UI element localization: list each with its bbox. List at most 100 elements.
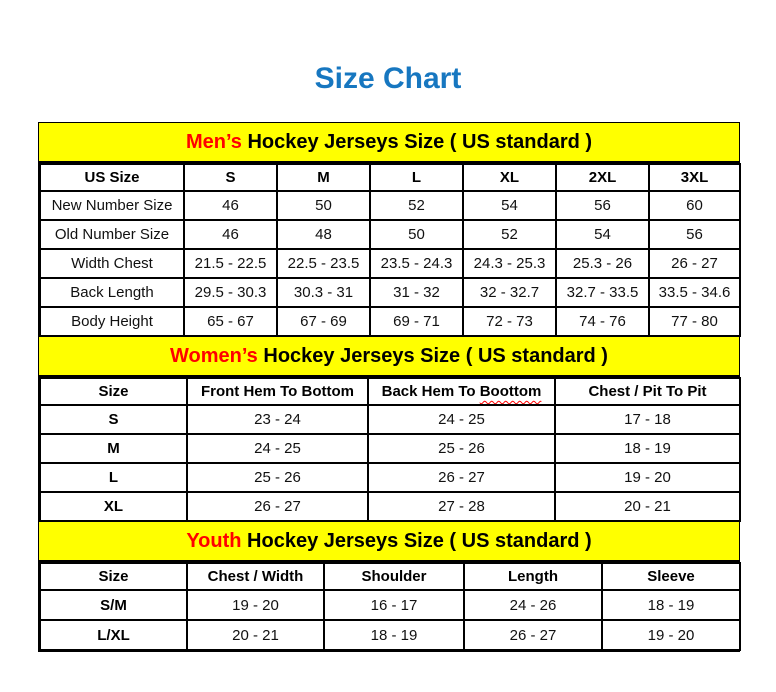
row-label: S/M — [39, 589, 188, 621]
table-row: S/M 19 - 20 16 - 17 24 - 26 18 - 19 — [39, 589, 741, 621]
row-label: Width Chest — [39, 248, 185, 279]
womens-section-title-prefix: Women’s — [170, 345, 258, 367]
table-cell: 25 - 26 — [186, 462, 369, 493]
table-cell: 50 — [276, 190, 371, 221]
table-cell: 32 - 32.7 — [462, 277, 557, 308]
table-cell: 25 - 26 — [367, 433, 556, 464]
youth-size-table: Size Chest / Width Shoulder Length Sleeve S/M… — [39, 562, 741, 651]
table-cell: 20 - 21 — [186, 619, 325, 651]
table-cell: 27 - 28 — [367, 491, 556, 522]
row-label: Back Length — [39, 277, 185, 308]
table-cell: 56 — [555, 190, 650, 221]
womens-size-table: Size Front Hem To Bottom Back Hem To Boott… — [39, 377, 741, 522]
column-header: Sleeve — [601, 562, 741, 591]
table-cell: 24 - 26 — [463, 589, 603, 621]
column-header: S — [183, 163, 278, 192]
table-cell: 52 — [462, 219, 557, 250]
table-row: L/XL 20 - 21 18 - 19 26 - 27 19 - 20 — [39, 619, 741, 651]
column-header: US Size — [39, 163, 185, 192]
table-cell: 54 — [555, 219, 650, 250]
header-row: Size Chest / Width Shoulder Length Sleeve — [39, 562, 741, 591]
table-cell: 19 - 20 — [601, 619, 741, 651]
row-label: M — [39, 433, 188, 464]
womens-section: Women’s Hockey Jerseys Size ( US standar… — [39, 337, 741, 522]
column-header: L — [369, 163, 464, 192]
table-row: New Number Size 46 50 52 54 56 60 — [39, 190, 741, 221]
table-cell: 56 — [648, 219, 741, 250]
table-cell: 21.5 - 22.5 — [183, 248, 278, 279]
youth-section-banner: Youth Hockey Jerseys Size ( US standard … — [39, 522, 739, 562]
row-label: XL — [39, 491, 188, 522]
table-cell: 16 - 17 — [323, 589, 465, 621]
mens-size-table: US Size S M L XL 2XL 3XL New Number Size 46 50 52 5… — [39, 163, 741, 337]
size-chart: Men’s Hockey Jerseys Size ( US standard … — [38, 122, 741, 652]
youth-section-title-rest: Hockey Jerseys Size ( US standard ) — [241, 530, 592, 552]
row-label: S — [39, 404, 188, 435]
table-row: Width Chest 21.5 - 22.5 22.5 - 23.5 23.5 - … — [39, 248, 741, 279]
column-header: 2XL — [555, 163, 650, 192]
table-cell: 30.3 - 31 — [276, 277, 371, 308]
page-title: Size Chart — [314, 62, 462, 95]
table-row: Old Number Size 46 48 50 52 54 56 — [39, 219, 741, 250]
table-cell: 19 - 20 — [554, 462, 741, 493]
table-cell: 29.5 - 30.3 — [183, 277, 278, 308]
table-row: Back Length 29.5 - 30.3 30.3 - 31 31 - 32 32… — [39, 277, 741, 308]
column-header: XL — [462, 163, 557, 192]
mens-section: Men’s Hockey Jerseys Size ( US standard … — [39, 123, 741, 337]
row-label: L/XL — [39, 619, 188, 651]
table-cell: 17 - 18 — [554, 404, 741, 435]
table-cell: 52 — [369, 190, 464, 221]
table-cell: 77 - 80 — [648, 306, 741, 337]
table-cell: 23.5 - 24.3 — [369, 248, 464, 279]
table-cell: 32.7 - 33.5 — [555, 277, 650, 308]
row-label: Body Height — [39, 306, 185, 337]
table-row: L 25 - 26 26 - 27 19 - 20 — [39, 462, 741, 493]
womens-section-title-rest: Hockey Jerseys Size ( US standard ) — [257, 345, 608, 367]
table-cell: 24.3 - 25.3 — [462, 248, 557, 279]
mens-section-title-prefix: Men’s — [185, 131, 242, 153]
mens-section-title-rest: Hockey Jerseys Size ( US standard ) — [241, 131, 593, 153]
column-header: Chest / Width — [186, 562, 325, 591]
row-label: New Number Size — [39, 190, 185, 221]
column-header: Shoulder — [323, 562, 465, 591]
table-cell: 50 — [369, 219, 464, 250]
table-cell: 46 — [183, 219, 278, 250]
table-cell: 46 — [183, 190, 278, 221]
column-header: Length — [463, 562, 603, 591]
table-cell: 18 - 19 — [323, 619, 465, 651]
mens-section-banner: Men’s Hockey Jerseys Size ( US standard … — [39, 123, 739, 163]
table-row: M 24 - 25 25 - 26 18 - 19 — [39, 433, 741, 464]
table-cell: 26 - 27 — [367, 462, 556, 493]
row-label: Old Number Size — [39, 219, 185, 250]
column-header: Size — [39, 562, 188, 591]
table-cell: 18 - 19 — [601, 589, 741, 621]
youth-section: Youth Hockey Jerseys Size ( US standard … — [39, 522, 741, 651]
column-header: Front Hem To Bottom — [186, 377, 369, 406]
table-cell: 31 - 32 — [369, 277, 464, 308]
column-header: 3XL — [648, 163, 741, 192]
youth-section-title-prefix: Youth — [186, 530, 242, 552]
womens-section-banner: Women’s Hockey Jerseys Size ( US standar… — [39, 337, 739, 377]
row-label: L — [39, 462, 188, 493]
column-header: M — [276, 163, 371, 192]
table-cell: 23 - 24 — [186, 404, 369, 435]
table-row: Body Height 65 - 67 67 - 69 69 - 71 72 - 73 7… — [39, 306, 741, 337]
table-cell: 19 - 20 — [186, 589, 325, 621]
table-row: S 23 - 24 24 - 25 17 - 18 — [39, 404, 741, 435]
table-cell: 48 — [276, 219, 371, 250]
column-header: Chest / Pit To Pit — [554, 377, 741, 406]
table-cell: 69 - 71 — [369, 306, 464, 337]
table-cell: 33.5 - 34.6 — [648, 277, 741, 308]
table-row: XL 26 - 27 27 - 28 20 - 21 — [39, 491, 741, 522]
column-header: Size — [39, 377, 188, 406]
table-cell: 72 - 73 — [462, 306, 557, 337]
table-cell: 67 - 69 — [276, 306, 371, 337]
header-row: US Size S M L XL 2XL 3XL — [39, 163, 741, 192]
column-header-text: Back Hem To — [381, 383, 480, 400]
table-cell: 26 - 27 — [186, 491, 369, 522]
table-cell: 24 - 25 — [367, 404, 556, 435]
misspelled-word: Boottom — [479, 383, 542, 400]
table-cell: 54 — [462, 190, 557, 221]
table-cell: 18 - 19 — [554, 433, 741, 464]
